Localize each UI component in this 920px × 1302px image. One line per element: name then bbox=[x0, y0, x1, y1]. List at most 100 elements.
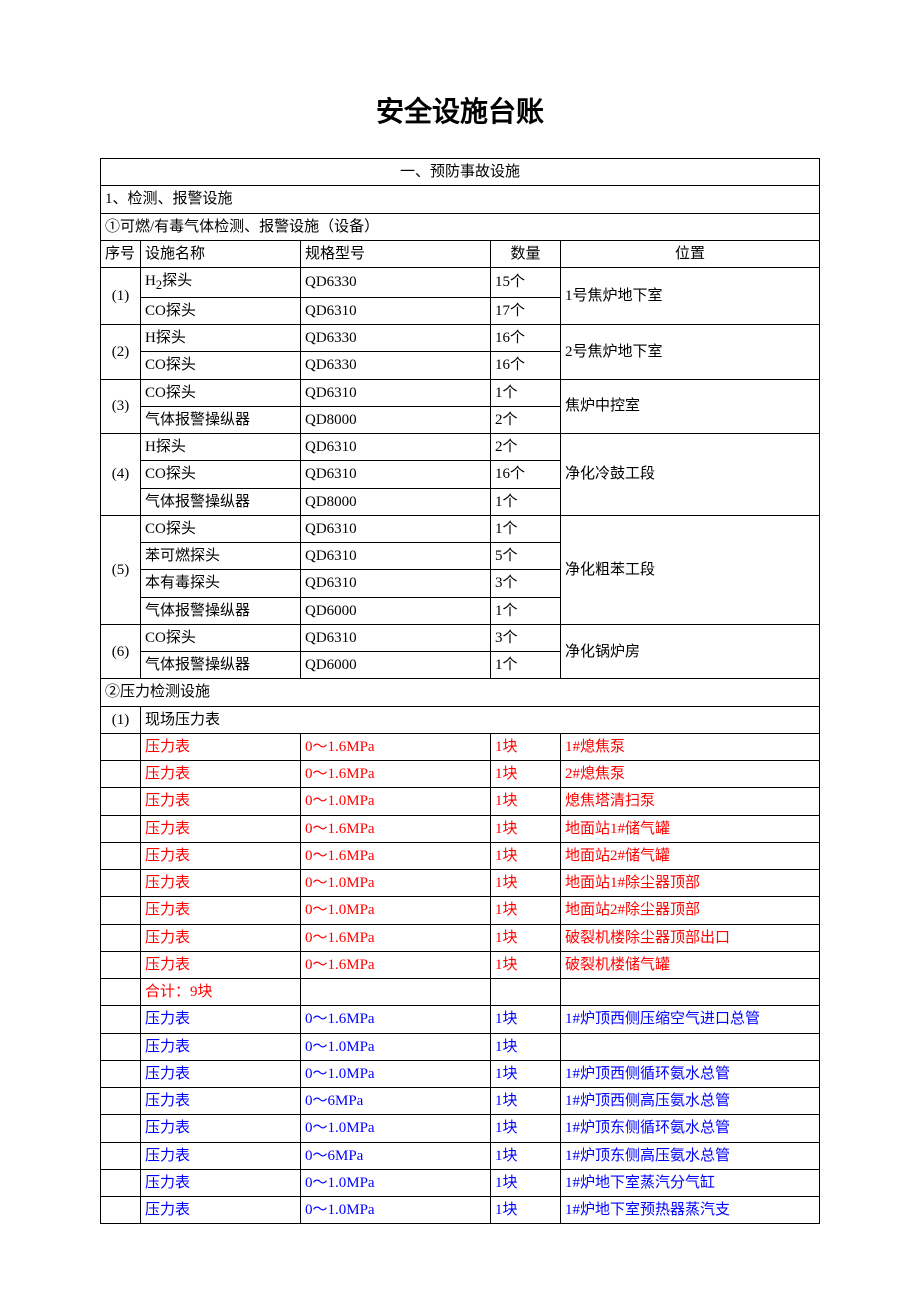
qty: 1块 bbox=[491, 1169, 561, 1196]
qty: 17个 bbox=[491, 297, 561, 324]
table-row: (3)CO探头QD63101个焦炉中控室 bbox=[101, 379, 820, 406]
spec: QD8000 bbox=[301, 406, 491, 433]
facility-name: 压力表 bbox=[141, 842, 301, 869]
spec: 0～1.0MPa bbox=[301, 1197, 491, 1224]
table-row: 压力表0～1.6MPa1块破裂机楼除尘器顶部出口 bbox=[101, 924, 820, 951]
location: 1#炉地下室蒸汽分气缸 bbox=[561, 1169, 820, 1196]
qty: 1块 bbox=[491, 1115, 561, 1142]
col-header-loc: 位置 bbox=[561, 240, 820, 267]
facility-name: 压力表 bbox=[141, 788, 301, 815]
facility-name: 气体报警操纵器 bbox=[141, 488, 301, 515]
table-row: (6)CO探头QD63103个净化锅炉房 bbox=[101, 624, 820, 651]
location: 2#熄焦泵 bbox=[561, 761, 820, 788]
qty: 1块 bbox=[491, 788, 561, 815]
facility-name: 压力表 bbox=[141, 1197, 301, 1224]
empty-cell bbox=[101, 1060, 141, 1087]
spec: 0～1.6MPa bbox=[301, 733, 491, 760]
facility-name: 气体报警操纵器 bbox=[141, 652, 301, 679]
spec: QD8000 bbox=[301, 488, 491, 515]
spec: QD6000 bbox=[301, 597, 491, 624]
location: 地面站2#除尘器顶部 bbox=[561, 897, 820, 924]
qty: 1块 bbox=[491, 1088, 561, 1115]
table-row: 压力表0～1.0MPa1块1#炉顶东侧循环氨水总管 bbox=[101, 1115, 820, 1142]
qty: 3个 bbox=[491, 624, 561, 651]
empty-cell bbox=[101, 788, 141, 815]
facility-name: 压力表 bbox=[141, 1169, 301, 1196]
group-no: (3) bbox=[101, 379, 141, 434]
location: 地面站1#除尘器顶部 bbox=[561, 870, 820, 897]
table-row: 压力表0～6MPa1块1#炉顶东侧高压氨水总管 bbox=[101, 1142, 820, 1169]
spec: QD6310 bbox=[301, 543, 491, 570]
table-row: 压力表0～1.0MPa1块 bbox=[101, 1033, 820, 1060]
qty: 1个 bbox=[491, 488, 561, 515]
empty-cell bbox=[101, 870, 141, 897]
spec: QD6310 bbox=[301, 379, 491, 406]
spec: 0～1.0MPa bbox=[301, 1060, 491, 1087]
location: 净化锅炉房 bbox=[561, 624, 820, 679]
location: 1#炉顶西侧高压氨水总管 bbox=[561, 1088, 820, 1115]
empty-cell bbox=[491, 979, 561, 1006]
subsection-row: 1、检测、报警设施 bbox=[101, 186, 820, 213]
facility-name: CO探头 bbox=[141, 461, 301, 488]
col-header-name: 设施名称 bbox=[141, 240, 301, 267]
qty: 1块 bbox=[491, 815, 561, 842]
location: 净化冷鼓工段 bbox=[561, 434, 820, 516]
qty: 1块 bbox=[491, 924, 561, 951]
empty-cell bbox=[101, 951, 141, 978]
pressure-header-row: (1)现场压力表 bbox=[101, 706, 820, 733]
empty-cell bbox=[101, 1088, 141, 1115]
spec: QD6310 bbox=[301, 461, 491, 488]
spec: QD6310 bbox=[301, 515, 491, 542]
spec: QD6330 bbox=[301, 325, 491, 352]
qty: 1个 bbox=[491, 652, 561, 679]
subsection-1: 1、检测、报警设施 bbox=[101, 186, 820, 213]
empty-cell bbox=[101, 1169, 141, 1196]
table-row: 压力表0～1.6MPa1块1#熄焦泵 bbox=[101, 733, 820, 760]
qty: 1块 bbox=[491, 1033, 561, 1060]
location: 2号焦炉地下室 bbox=[561, 325, 820, 380]
col-header-spec: 规格型号 bbox=[301, 240, 491, 267]
qty: 5个 bbox=[491, 543, 561, 570]
location bbox=[561, 1033, 820, 1060]
spec: 0～6MPa bbox=[301, 1088, 491, 1115]
table-row: (4)H探头QD63102个净化冷鼓工段 bbox=[101, 434, 820, 461]
empty-cell bbox=[101, 924, 141, 951]
table-row: 压力表0～1.6MPa1块 1#炉顶西侧压缩空气进口总管 bbox=[101, 1006, 820, 1033]
empty-cell bbox=[101, 815, 141, 842]
empty-cell bbox=[561, 979, 820, 1006]
qty: 1块 bbox=[491, 897, 561, 924]
facility-name: 压力表 bbox=[141, 1088, 301, 1115]
qty: 1块 bbox=[491, 1060, 561, 1087]
qty: 1块 bbox=[491, 733, 561, 760]
facility-name: 压力表 bbox=[141, 897, 301, 924]
spec: QD6330 bbox=[301, 268, 491, 298]
facility-name: CO探头 bbox=[141, 297, 301, 324]
empty-cell bbox=[101, 979, 141, 1006]
facility-name: 压力表 bbox=[141, 870, 301, 897]
qty: 2个 bbox=[491, 434, 561, 461]
location: 1#炉顶西侧压缩空气进口总管 bbox=[561, 1006, 820, 1033]
facility-name: 压力表 bbox=[141, 924, 301, 951]
facility-name: 压力表 bbox=[141, 1006, 301, 1033]
group-no: (6) bbox=[101, 624, 141, 679]
spec: 0～1.6MPa bbox=[301, 1006, 491, 1033]
spec: QD6330 bbox=[301, 352, 491, 379]
spec: 0～1.6MPa bbox=[301, 815, 491, 842]
qty: 1个 bbox=[491, 379, 561, 406]
location: 破裂机楼除尘器顶部出口 bbox=[561, 924, 820, 951]
group-no: (1) bbox=[101, 268, 141, 325]
location: 1#炉顶西侧循环氨水总管 bbox=[561, 1060, 820, 1087]
facility-name: 气体报警操纵器 bbox=[141, 597, 301, 624]
subsection-2: ②压力检测设施 bbox=[101, 679, 820, 706]
facility-name: H探头 bbox=[141, 325, 301, 352]
qty: 1块 bbox=[491, 870, 561, 897]
facility-name: 压力表 bbox=[141, 815, 301, 842]
empty-cell bbox=[101, 1033, 141, 1060]
spec: 0～6MPa bbox=[301, 1142, 491, 1169]
subsection-row: ②压力检测设施 bbox=[101, 679, 820, 706]
spec: QD6310 bbox=[301, 297, 491, 324]
facility-name: 压力表 bbox=[141, 761, 301, 788]
spec: 0～1.0MPa bbox=[301, 897, 491, 924]
page-title: 安全设施台账 bbox=[100, 90, 820, 130]
table-row: (1)H2探头QD633015个1号焦炉地下室 bbox=[101, 268, 820, 298]
